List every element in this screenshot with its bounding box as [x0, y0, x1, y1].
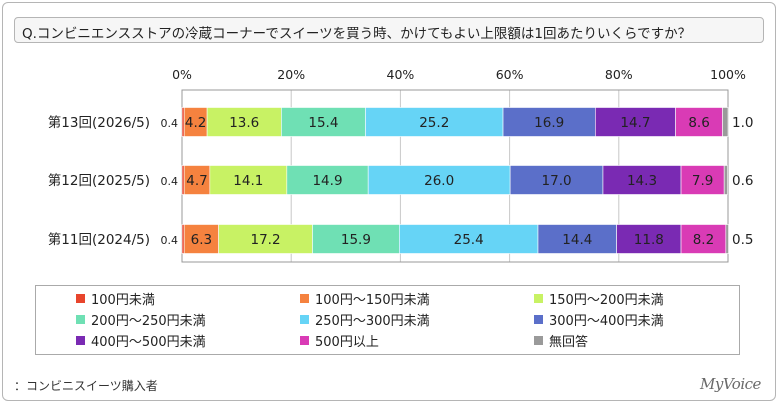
value-label: 14.9 [312, 173, 342, 189]
legend-item: 100円～150円未満 [300, 289, 430, 308]
value-label: 14.3 [627, 173, 657, 189]
x-tick-label: 0% [172, 67, 192, 82]
value-label: 4.7 [186, 173, 207, 189]
value-label: 25.4 [454, 232, 484, 248]
value-label: 6.3 [191, 232, 212, 248]
bar-segment [723, 165, 728, 195]
value-label: 17.0 [542, 173, 572, 189]
legend-item: 150円～200円未満 [534, 289, 664, 308]
bar-segment [181, 107, 185, 137]
legend-swatch [534, 336, 543, 345]
legend-swatch [76, 336, 85, 345]
value-label: 8.2 [693, 232, 714, 248]
value-label: 14.4 [562, 232, 592, 248]
bar-segment [675, 107, 723, 137]
value-label: 25.2 [419, 115, 449, 131]
bar-segment [616, 224, 682, 254]
legend-label: 250円～300円未満 [315, 314, 430, 329]
legend-swatch [534, 294, 543, 303]
value-label: 0.4 [161, 234, 179, 247]
bar-segment [286, 165, 369, 195]
bar-segment [312, 224, 400, 254]
bar-segment [502, 107, 596, 137]
legend-item: 500円以上 [300, 331, 379, 350]
value-label: 0.4 [161, 117, 179, 130]
bar-segment [365, 107, 504, 137]
value-label: 13.6 [229, 115, 259, 131]
bar-segment [218, 224, 313, 254]
x-tick-label: 80% [605, 67, 633, 82]
bar-segment [206, 107, 282, 137]
category-label: 第13回(2026/5) [48, 114, 150, 131]
legend-label: 無回答 [549, 335, 589, 350]
legend-label: 150円～200円未満 [549, 293, 664, 308]
bar-segment [181, 224, 185, 254]
legend-swatch [300, 315, 309, 324]
value-label: 0.5 [732, 232, 753, 248]
question-title: Q.コンビニエンスストアの冷蔵コーナーでスイーツを買う時、かけてもよい上限額は1… [22, 26, 692, 42]
category-label: 第12回(2025/5) [48, 172, 150, 189]
value-label: 16.9 [534, 115, 564, 131]
legend-label: 500円以上 [315, 335, 379, 350]
value-label: 14.7 [620, 115, 650, 131]
value-label: 0.6 [732, 173, 753, 189]
value-label: 11.8 [634, 232, 664, 248]
x-tick-label: 20% [277, 67, 305, 82]
bar-segment [509, 165, 604, 195]
legend-label: 400円～500円未満 [91, 335, 206, 350]
myvoice-logo: MyVoice [700, 375, 761, 393]
legend-label: 300円～400円未満 [549, 314, 664, 329]
legend-swatch [300, 336, 309, 345]
bar-segment [183, 165, 211, 195]
legend-label: 100円未満 [91, 293, 155, 308]
question-banner [14, 17, 764, 43]
bar-segment [680, 224, 727, 254]
value-label: 15.4 [308, 115, 338, 131]
value-label: 14.1 [233, 173, 263, 189]
legend-item: 400円～500円未満 [76, 331, 206, 350]
legend-item: 100円未満 [76, 289, 155, 308]
bar-segment [281, 107, 366, 137]
bar-segment [367, 165, 511, 195]
bar-segment [602, 165, 682, 195]
value-label: 0.4 [161, 175, 179, 188]
legend-label: 200円～250円未満 [91, 314, 206, 329]
category-label: 第11回(2024/5) [48, 231, 150, 248]
bar-segment [181, 165, 185, 195]
legend-swatch [76, 294, 85, 303]
value-label: 7.9 [692, 173, 713, 189]
legend-item: 300円～400円未満 [534, 310, 664, 329]
legend-item: 250円～300円未満 [300, 310, 430, 329]
legend-swatch [76, 315, 85, 324]
legend-item: 200円～250円未満 [76, 310, 206, 329]
bar-segment [680, 165, 725, 195]
legend-label: 100円～150円未満 [315, 293, 430, 308]
bar-segment [595, 107, 676, 137]
value-label: 26.0 [424, 173, 454, 189]
x-tick-label: 100% [710, 67, 746, 82]
x-tick-label: 40% [387, 67, 415, 82]
legend-item: 無回答 [534, 331, 588, 350]
legend-swatch [534, 315, 543, 324]
value-label: 8.6 [688, 115, 709, 131]
value-label: 1.0 [732, 115, 753, 131]
value-label: 4.2 [185, 115, 206, 131]
legend: 100円未満 100円～150円未満 150円～200円未満 200円～250円未満 2… [35, 285, 740, 355]
bar-segment [722, 107, 729, 137]
value-label: 15.9 [341, 232, 371, 248]
x-tick-label: 60% [496, 67, 524, 82]
legend-swatch [300, 294, 309, 303]
bar-segment [209, 165, 288, 195]
bar-segment [725, 224, 729, 254]
respondent-note: ：コンビニスイーツ購入者 [14, 379, 158, 393]
bar-segment [537, 224, 617, 254]
value-label: 17.2 [251, 232, 281, 248]
